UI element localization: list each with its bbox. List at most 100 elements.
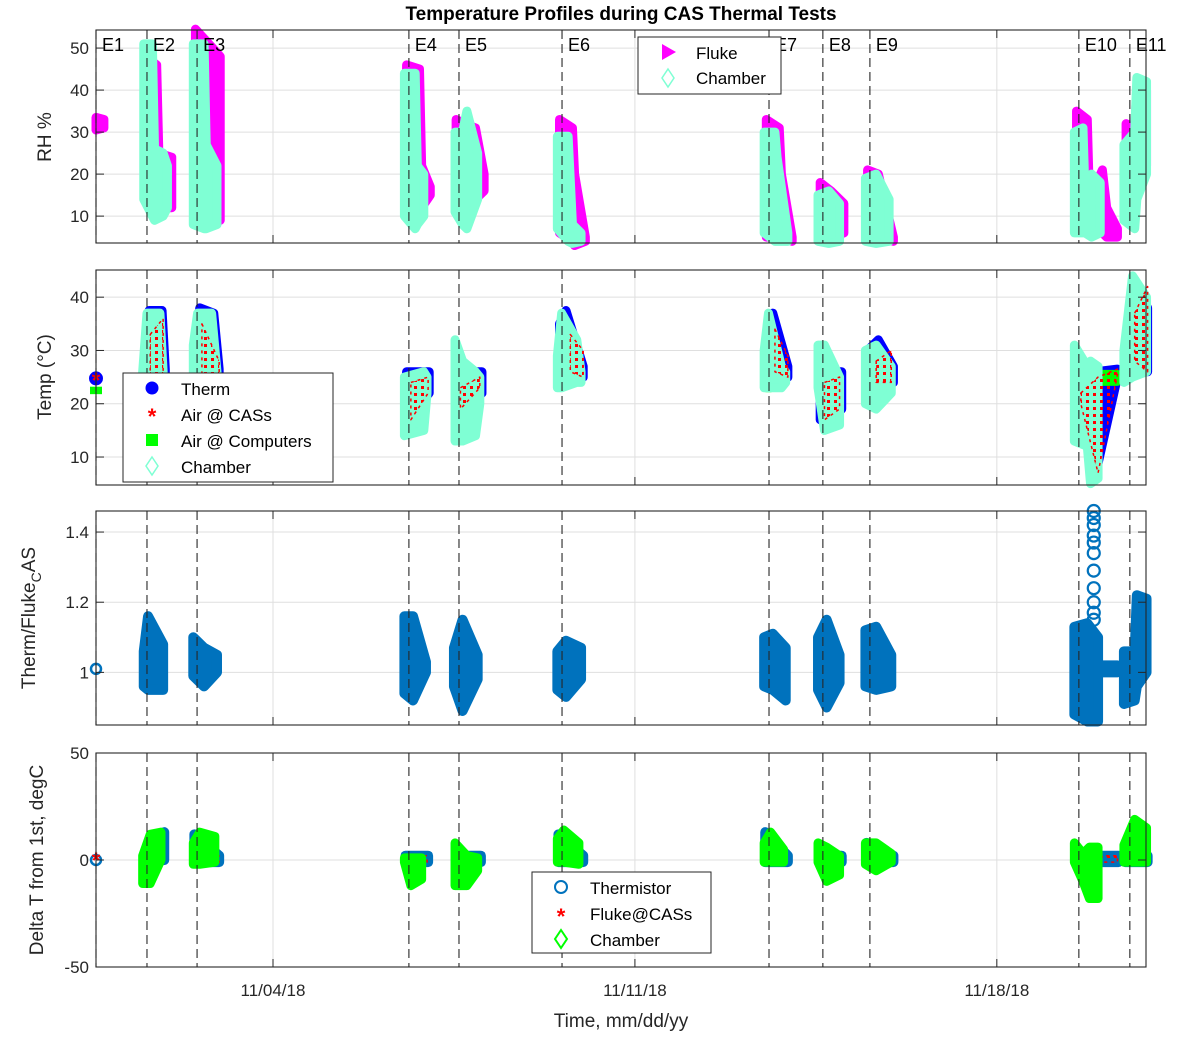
data-cluster — [1080, 368, 1119, 474]
data-cluster — [823, 376, 841, 421]
asterisk-marker-icon: * — [148, 404, 157, 429]
x-axis-label: Time, mm/dd/yy — [554, 1011, 689, 1032]
series-chamber — [139, 39, 1152, 248]
legend-label: Chamber — [590, 931, 660, 950]
data-cluster — [860, 169, 894, 248]
y-tick-label: 40 — [70, 81, 89, 100]
event-label: E4 — [415, 35, 437, 55]
y-tick-label: 0 — [80, 851, 89, 870]
subplot-ratio: 1 1.2 1.4 — [65, 503, 1152, 727]
event-label: E11 — [1136, 35, 1167, 55]
data-cluster — [450, 106, 483, 234]
y-tick-label: 20 — [70, 395, 89, 414]
data-cluster — [188, 827, 220, 869]
data-cluster — [552, 635, 587, 702]
square-marker-icon — [146, 434, 158, 446]
legend-label: Therm — [181, 380, 230, 399]
data-cluster — [399, 611, 431, 706]
data-layer — [91, 24, 1152, 251]
data-cluster — [188, 632, 222, 692]
diamond-marker-icon — [145, 455, 159, 477]
y-axis-label-delta: Delta T from 1st, degC — [27, 765, 48, 955]
ylabel-part: AS — [19, 547, 40, 572]
outlier-point — [1086, 517, 1101, 533]
legend-label: Air @ CASs — [181, 406, 272, 425]
data-layer — [89, 503, 1152, 727]
y-tick-label: -50 — [64, 958, 89, 977]
data-cluster — [813, 614, 845, 713]
data-cluster — [860, 838, 896, 876]
event-label: E5 — [465, 35, 487, 55]
y-axis-label-ratio: Therm/FlukeCAS — [19, 547, 44, 689]
legend-delta: Thermistor * Fluke@CASs Chamber — [531, 871, 712, 954]
data-cluster — [91, 112, 109, 135]
legend-label: Air @ Computers — [181, 432, 312, 451]
outlier-point — [1086, 545, 1101, 561]
event-label: E10 — [1085, 35, 1117, 55]
outlier-point — [1086, 528, 1101, 543]
axes-box — [95, 510, 1147, 726]
data-cluster — [774, 328, 789, 378]
asterisk-marker-icon: * — [557, 904, 566, 929]
data-cluster — [813, 186, 845, 248]
outlier-point — [1086, 510, 1101, 526]
legend-rh: Fluke Chamber — [637, 36, 782, 95]
y-axis-label-temp: Temp (°C) — [35, 334, 56, 420]
x-tick-label: 11/18/18 — [964, 981, 1029, 1000]
y-tick-label: 50 — [70, 744, 89, 763]
axes-box — [95, 269, 1147, 486]
data-cluster — [759, 628, 791, 706]
y-tick-label: 30 — [70, 123, 89, 142]
event-label: E6 — [568, 35, 590, 55]
x-tick-label: 11/11/18 — [603, 981, 667, 1000]
data-cluster — [1069, 123, 1105, 242]
plot-area — [96, 30, 1146, 243]
y-tick-label: 1 — [80, 663, 89, 682]
diamond-marker-icon — [553, 928, 569, 950]
y-tick-label: 10 — [70, 207, 89, 226]
data-cluster — [410, 376, 429, 421]
event-label: E3 — [203, 35, 225, 55]
ylabel-part: Therm/Fluke — [19, 582, 40, 689]
data-cluster — [459, 376, 481, 410]
legend-box — [122, 372, 334, 483]
legend-label: Fluke — [696, 44, 738, 63]
data-cluster — [860, 621, 897, 695]
data-cluster — [399, 853, 427, 891]
data-cluster — [448, 614, 483, 716]
y-tick-label: 1.4 — [65, 523, 89, 542]
event-label: E2 — [153, 35, 175, 55]
data-cluster — [1119, 814, 1152, 867]
legend-label: Fluke@CASs — [590, 905, 692, 924]
series-ratio — [89, 503, 1152, 727]
subplots: E1 E2 E3 E4 E5 E6 E7 E8 E9 E10 E111020304050*10203… — [64, 24, 1167, 1000]
outlier-point — [1086, 612, 1101, 627]
filled-circle-marker-icon — [145, 381, 159, 395]
axes-box — [95, 29, 1147, 244]
circle-marker-icon — [554, 880, 568, 894]
data-cluster — [759, 127, 793, 246]
outlier-point — [1086, 535, 1101, 550]
figure-title: Temperature Profiles during CAS Thermal … — [405, 4, 836, 25]
data-cluster — [1069, 838, 1103, 904]
outlier-point — [1086, 563, 1101, 578]
y-axis-label-rh: RH % — [35, 112, 56, 162]
event-label: E9 — [876, 35, 898, 55]
data-cluster — [552, 131, 586, 248]
y-tick-label: 50 — [70, 39, 89, 58]
event-label: E1 — [102, 35, 124, 55]
y-tick-label: 30 — [70, 341, 89, 360]
data-cluster — [188, 39, 222, 234]
legend-label: Chamber — [696, 69, 766, 88]
outlier-point — [1086, 581, 1101, 596]
legend-label: Thermistor — [590, 879, 672, 898]
data-cluster — [138, 611, 169, 695]
data-cluster — [813, 838, 845, 886]
y-tick-label: 40 — [70, 288, 89, 307]
data-cluster — [1094, 660, 1123, 678]
legend-temp: * Therm Air @ CASs Air @ Computers Chamber — [122, 372, 334, 483]
data-cluster — [1098, 854, 1119, 863]
outlier-point — [1086, 595, 1101, 610]
